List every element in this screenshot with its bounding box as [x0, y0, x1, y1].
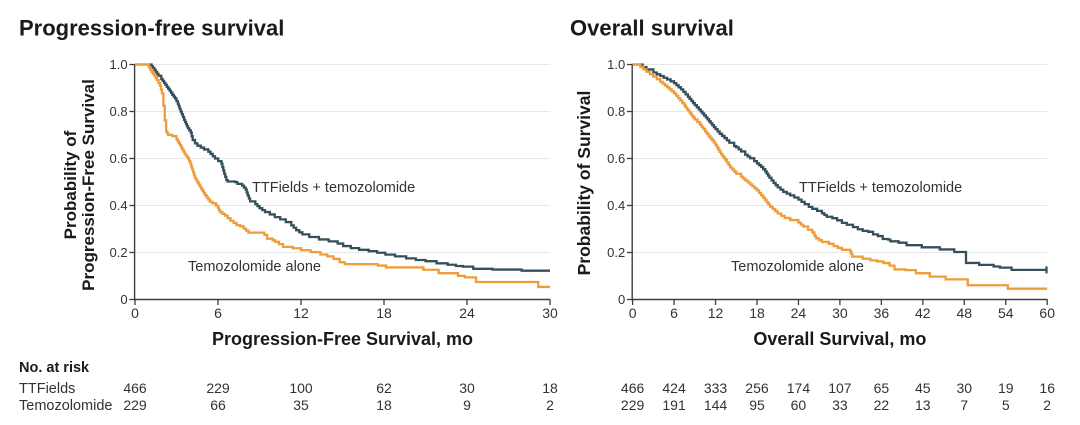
- svg-text:0: 0: [120, 292, 127, 307]
- svg-text:333: 333: [704, 380, 728, 396]
- svg-text:424: 424: [662, 380, 686, 396]
- svg-text:6: 6: [670, 305, 678, 321]
- svg-text:13: 13: [915, 397, 931, 413]
- svg-text:TTFields + temozolomide: TTFields + temozolomide: [252, 180, 415, 196]
- svg-text:36: 36: [874, 305, 890, 321]
- svg-text:0: 0: [131, 305, 139, 321]
- svg-text:0: 0: [618, 292, 625, 307]
- svg-text:35: 35: [293, 397, 309, 413]
- svg-text:24: 24: [791, 305, 807, 321]
- svg-text:Temozolomide alone: Temozolomide alone: [188, 259, 321, 275]
- svg-text:Overall survival: Overall survival: [570, 16, 734, 41]
- svg-text:Probability of Survival: Probability of Survival: [574, 91, 594, 276]
- svg-text:1.0: 1.0: [607, 57, 625, 72]
- svg-text:107: 107: [828, 380, 852, 396]
- svg-text:30: 30: [542, 305, 558, 321]
- svg-text:0.6: 0.6: [607, 151, 625, 166]
- svg-text:0.2: 0.2: [110, 245, 128, 260]
- svg-text:Progression-free survival: Progression-free survival: [19, 16, 284, 41]
- svg-text:95: 95: [749, 397, 765, 413]
- svg-text:7: 7: [960, 397, 968, 413]
- svg-text:62: 62: [376, 380, 392, 396]
- svg-text:60: 60: [1039, 305, 1055, 321]
- svg-text:TTFields: TTFields: [19, 381, 75, 397]
- svg-text:22: 22: [874, 397, 890, 413]
- svg-text:0: 0: [629, 305, 637, 321]
- svg-text:256: 256: [745, 380, 769, 396]
- svg-text:66: 66: [210, 397, 226, 413]
- svg-text:18: 18: [376, 305, 392, 321]
- svg-text:TTFields + temozolomide: TTFields + temozolomide: [799, 180, 962, 196]
- svg-text:229: 229: [621, 397, 645, 413]
- svg-text:12: 12: [293, 305, 309, 321]
- svg-text:12: 12: [708, 305, 724, 321]
- svg-text:Temozolomide alone: Temozolomide alone: [731, 259, 864, 275]
- svg-text:466: 466: [123, 380, 147, 396]
- svg-text:30: 30: [832, 305, 848, 321]
- svg-text:54: 54: [998, 305, 1014, 321]
- svg-text:174: 174: [787, 380, 811, 396]
- svg-text:16: 16: [1039, 380, 1055, 396]
- svg-text:0.6: 0.6: [110, 151, 128, 166]
- svg-text:Progression-Free Survival: Progression-Free Survival: [79, 79, 98, 291]
- svg-text:65: 65: [874, 380, 890, 396]
- svg-text:0.8: 0.8: [607, 104, 625, 119]
- svg-text:Overall Survival, mo: Overall Survival, mo: [753, 329, 926, 349]
- svg-text:30: 30: [459, 380, 475, 396]
- svg-text:2: 2: [546, 397, 554, 413]
- svg-text:0.4: 0.4: [110, 198, 128, 213]
- svg-text:144: 144: [704, 397, 728, 413]
- svg-text:24: 24: [459, 305, 475, 321]
- svg-text:0.2: 0.2: [607, 245, 625, 260]
- svg-text:18: 18: [376, 397, 392, 413]
- svg-text:30: 30: [956, 380, 972, 396]
- svg-text:5: 5: [1002, 397, 1010, 413]
- svg-text:33: 33: [832, 397, 848, 413]
- svg-text:Progression-Free Survival, mo: Progression-Free Survival, mo: [212, 329, 473, 349]
- svg-text:6: 6: [214, 305, 222, 321]
- svg-text:229: 229: [123, 397, 147, 413]
- svg-text:18: 18: [749, 305, 765, 321]
- svg-text:60: 60: [791, 397, 807, 413]
- svg-text:42: 42: [915, 305, 931, 321]
- svg-text:No. at risk: No. at risk: [19, 360, 90, 376]
- svg-text:466: 466: [621, 380, 645, 396]
- svg-text:100: 100: [289, 380, 313, 396]
- svg-text:Temozolomide: Temozolomide: [19, 398, 113, 414]
- svg-text:2: 2: [1043, 397, 1051, 413]
- svg-text:18: 18: [542, 380, 558, 396]
- svg-text:19: 19: [998, 380, 1014, 396]
- svg-text:9: 9: [463, 397, 471, 413]
- svg-text:0.8: 0.8: [110, 104, 128, 119]
- svg-text:Probability of: Probability of: [61, 130, 80, 239]
- svg-text:229: 229: [206, 380, 230, 396]
- svg-text:48: 48: [956, 305, 972, 321]
- svg-text:45: 45: [915, 380, 931, 396]
- svg-text:1.0: 1.0: [110, 57, 128, 72]
- svg-text:191: 191: [662, 397, 686, 413]
- svg-text:0.4: 0.4: [607, 198, 625, 213]
